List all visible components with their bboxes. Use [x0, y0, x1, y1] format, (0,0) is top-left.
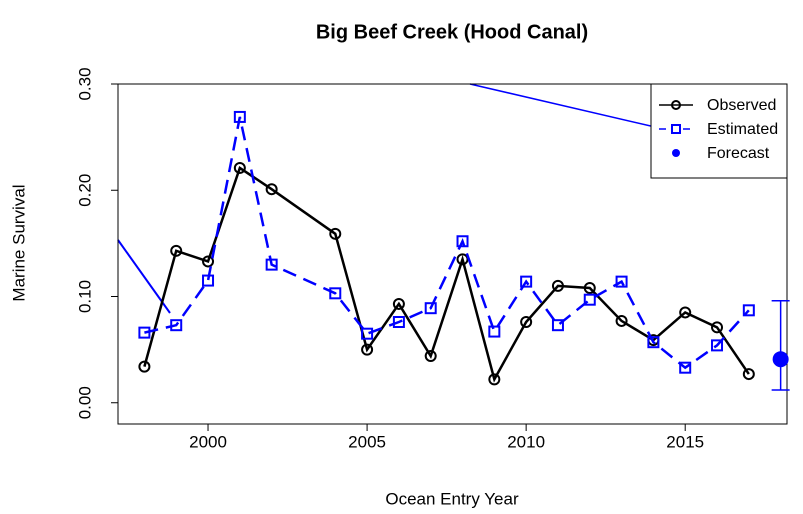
legend-label: Observed: [707, 97, 776, 114]
data-point: [742, 304, 755, 317]
y-axis-label: Marine Survival: [9, 184, 28, 301]
legend-marker: [671, 124, 681, 134]
legend-box: [650, 83, 788, 179]
data-point: [329, 287, 342, 300]
data-point: [520, 316, 533, 328]
data-point: [615, 275, 628, 288]
data-point: [551, 319, 564, 332]
data-point: [138, 326, 151, 339]
legend-label: Forecast: [707, 145, 770, 162]
series-line: [144, 116, 750, 370]
reference-line: [469, 83, 656, 128]
data-point: [424, 302, 437, 315]
data-point: [742, 368, 755, 381]
data-point: [679, 361, 692, 374]
data-point: [265, 183, 278, 196]
data-point: [202, 274, 215, 287]
data-point: [647, 336, 660, 349]
data-point: [488, 325, 501, 338]
data-point: [711, 321, 724, 334]
data-point: [233, 110, 246, 123]
y-tick-label: 0.20: [75, 174, 94, 207]
data-point: [392, 297, 405, 310]
legend-label: Estimated: [707, 121, 778, 138]
data-point: [361, 327, 374, 340]
data-point: [520, 275, 533, 288]
data-point: [329, 227, 342, 240]
data-point: [583, 293, 596, 306]
y-tick-label: 0.30: [75, 67, 94, 100]
legend-marker: [672, 149, 680, 157]
x-axis-label: Ocean Entry Year: [385, 489, 519, 508]
x-tick-label: 2015: [666, 432, 704, 451]
chart-title: Big Beef Creek (Hood Canal): [316, 21, 588, 43]
data-point: [711, 339, 724, 352]
data-point: [265, 258, 278, 271]
data-point: [424, 350, 437, 362]
data-point: [138, 360, 151, 373]
legend-marker: [671, 100, 681, 110]
data-point: [392, 316, 405, 328]
data-point: [456, 235, 469, 248]
x-tick-label: 2000: [189, 432, 227, 451]
data-point: [456, 253, 469, 266]
data-point: [772, 351, 789, 368]
y-tick-label: 0.00: [75, 386, 94, 419]
data-point: [202, 255, 215, 268]
data-point: [583, 282, 596, 294]
data-point: [615, 314, 628, 327]
data-point: [488, 373, 501, 386]
y-tick-label: 0.10: [75, 280, 94, 313]
x-tick-label: 2005: [348, 432, 386, 451]
x-tick-label: 2010: [507, 432, 545, 451]
error-bar: [771, 300, 790, 391]
data-point: [679, 306, 692, 319]
data-point: [170, 319, 183, 332]
data-point: [233, 161, 246, 174]
data-point: [551, 279, 564, 292]
data-point: [361, 343, 374, 356]
data-point: [170, 244, 183, 257]
